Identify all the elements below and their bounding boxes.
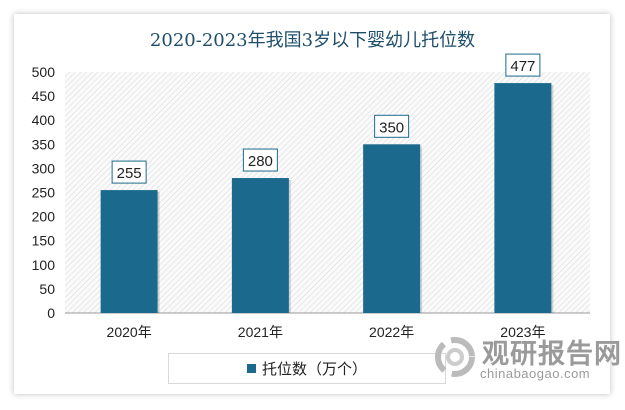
data-label-box (505, 53, 541, 77)
bar (100, 190, 158, 313)
x-tick-label: 2020年 (107, 324, 152, 340)
bar (363, 144, 421, 313)
legend: 托位数（万个） (168, 353, 446, 384)
bar (494, 83, 552, 313)
x-tick-label: 2022年 (369, 324, 414, 340)
y-tick-label: 500 (32, 64, 56, 80)
y-tick-label: 100 (32, 257, 56, 273)
x-tick-label: 2023年 (500, 324, 545, 340)
data-label: 280 (248, 153, 273, 170)
data-label: 350 (379, 119, 404, 136)
y-tick-label: 400 (32, 112, 56, 128)
y-tick-label: 250 (32, 185, 56, 201)
watermark-logo-icon (435, 337, 475, 377)
y-tick-label: 350 (32, 136, 56, 152)
legend-swatch (246, 364, 256, 373)
y-tick-label: 450 (32, 88, 56, 104)
data-label-box (374, 114, 410, 138)
legend-label: 托位数（万个） (261, 361, 367, 378)
bar (231, 178, 289, 313)
data-label: 255 (117, 165, 142, 182)
y-tick-label: 0 (47, 305, 55, 321)
watermark-name: 观研报告网 (482, 339, 622, 369)
chart-title: 2020-2023年我国3岁以下婴幼儿托位数 (149, 30, 476, 51)
data-label-box (242, 148, 278, 172)
y-tick-label: 300 (32, 160, 56, 176)
data-label-box (111, 160, 147, 184)
x-tick-label: 2021年 (238, 324, 283, 340)
y-tick-label: 50 (39, 281, 55, 297)
y-tick-label: 200 (32, 209, 56, 225)
y-tick-label: 150 (32, 233, 56, 249)
data-label: 477 (510, 58, 535, 75)
watermark-url: chinabaogao.com (480, 366, 591, 381)
